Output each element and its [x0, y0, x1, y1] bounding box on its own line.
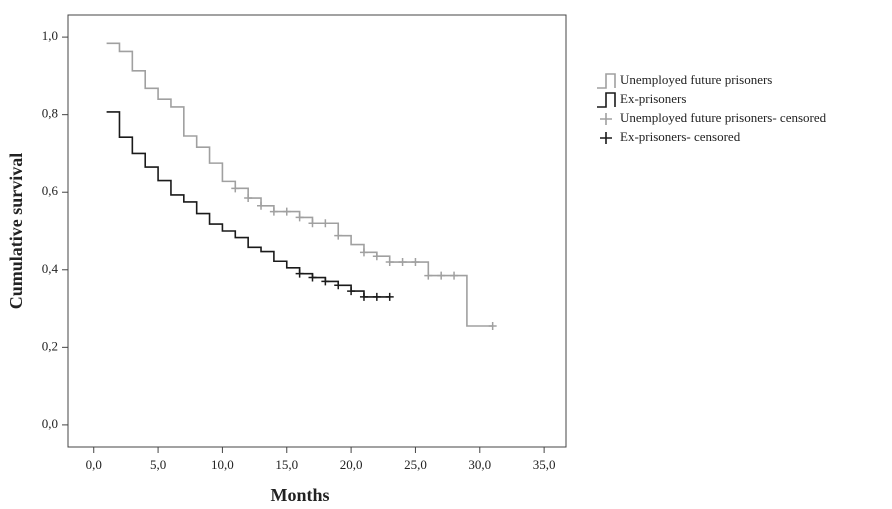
- x-tick-label: 20,0: [340, 457, 363, 472]
- censor-mark: [359, 248, 368, 257]
- censor-mark: [385, 258, 394, 267]
- x-tick-label: 25,0: [404, 457, 427, 472]
- censor-mark: [437, 271, 446, 280]
- censor-mark: [231, 184, 240, 193]
- censor-mark: [398, 258, 407, 267]
- x-tick-label: 35,0: [533, 457, 556, 472]
- legend-symbol: [597, 92, 616, 108]
- x-tick-label: 30,0: [468, 457, 491, 472]
- x-tick-label: 15,0: [275, 457, 298, 472]
- legend-label: Unemployed future prisoners: [620, 72, 772, 87]
- x-tick-label: 5,0: [150, 457, 166, 472]
- censor-mark: [321, 219, 330, 228]
- censor-mark: [295, 269, 304, 278]
- y-tick-label: 0,6: [42, 183, 59, 198]
- censor-mark: [488, 322, 497, 331]
- censor-mark: [372, 292, 381, 301]
- censor-mark: [372, 252, 381, 261]
- x-tick-label: 10,0: [211, 457, 234, 472]
- censor-mark: [359, 292, 368, 301]
- censor-mark: [424, 271, 433, 280]
- y-axis-title: Cumulative survival: [6, 153, 26, 310]
- x-tick-label: 0,0: [86, 457, 102, 472]
- plot-frame: [67, 14, 567, 448]
- y-tick-label: 1,0: [42, 28, 58, 43]
- legend-label: Ex-prisoners- censored: [620, 129, 741, 144]
- censor-mark: [308, 219, 317, 228]
- censor-mark: [269, 207, 278, 216]
- legend-label: Ex-prisoners: [620, 91, 686, 106]
- censor-mark: [295, 213, 304, 222]
- censor-mark: [334, 231, 343, 240]
- censor-mark: [308, 273, 317, 282]
- y-tick-label: 0,8: [42, 106, 58, 121]
- censor-mark: [321, 277, 330, 286]
- y-tick-label: 0,0: [42, 416, 58, 431]
- legend-symbol: [600, 132, 612, 144]
- survival-step: [106, 42, 493, 327]
- y-tick-label: 0,4: [42, 261, 59, 276]
- censor-mark: [385, 292, 394, 301]
- legend-label: Unemployed future prisoners- censored: [620, 110, 827, 125]
- y-tick-label: 0,2: [42, 338, 58, 353]
- censor-mark: [347, 287, 356, 296]
- censor-mark: [257, 201, 266, 210]
- x-axis-title: Months: [270, 485, 329, 505]
- legend-symbol: [600, 113, 612, 125]
- censor-mark: [282, 207, 291, 216]
- censor-mark: [411, 258, 420, 267]
- censor-mark: [450, 271, 459, 280]
- survival-step: [106, 111, 390, 298]
- legend-symbol: [597, 73, 616, 89]
- censor-mark: [334, 281, 343, 290]
- censor-mark: [244, 194, 253, 203]
